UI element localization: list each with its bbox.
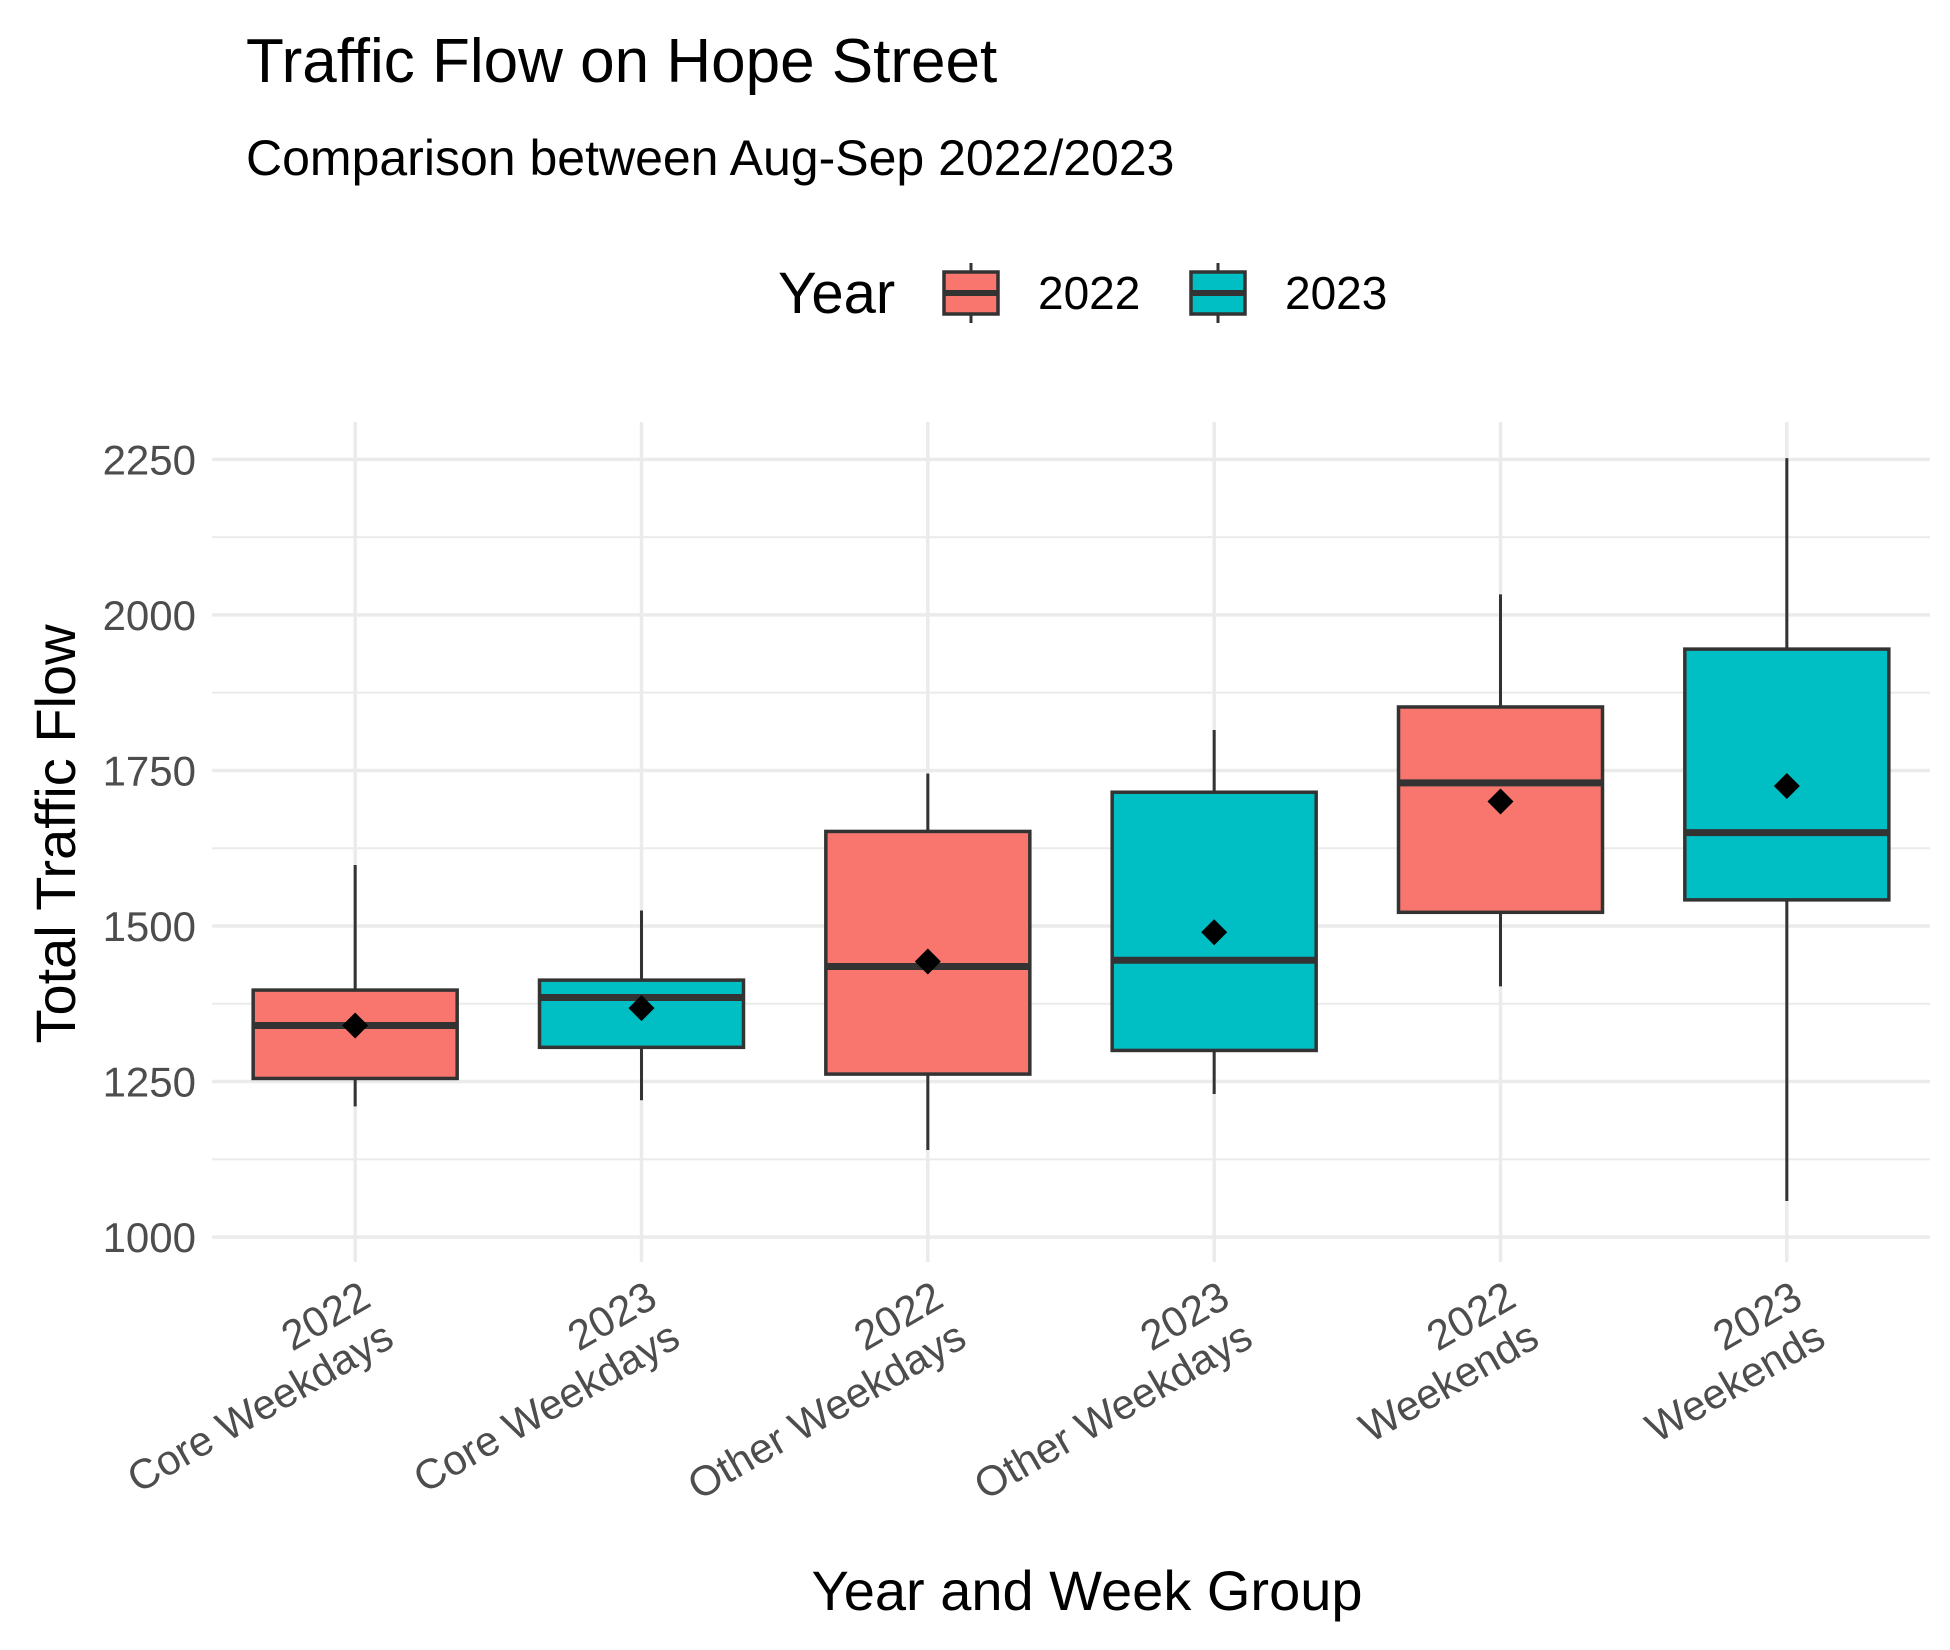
x-tick-label: 2023Weekends xyxy=(1615,1272,1833,1451)
legend-item-2022: 2022 xyxy=(942,263,1140,323)
legend-key xyxy=(942,263,1000,323)
x-axis-ticks: 2022Core Weekdays 2023Core Weekdays 2022Ot… xyxy=(96,1272,1833,1509)
y-tick-label: 1000 xyxy=(103,1214,196,1261)
box-5 xyxy=(1396,594,1605,987)
y-tick-label: 2000 xyxy=(103,592,196,639)
y-tick-label: 1500 xyxy=(103,903,196,950)
x-tick-label: 2023Other Weekdays xyxy=(943,1272,1260,1509)
x-tick-label: 2022Core Weekdays xyxy=(96,1272,401,1502)
y-tick-label: 1750 xyxy=(103,747,196,794)
mean-marker xyxy=(1487,788,1514,815)
chart-subtitle: Comparison between Aug-Sep 2022/2023 xyxy=(246,130,1174,186)
mean-marker xyxy=(628,995,655,1022)
box-6 xyxy=(1683,458,1891,1202)
legend-label: 2023 xyxy=(1285,267,1387,319)
chart-title: Traffic Flow on Hope Street xyxy=(246,27,997,96)
x-axis-title: Year and Week Group xyxy=(811,1559,1362,1622)
y-axis-ticks: 1000 1250 1500 1750 2000 2250 xyxy=(103,436,196,1261)
y-axis-title: Total Traffic Flow xyxy=(24,624,87,1044)
boxes xyxy=(251,458,1891,1202)
legend-item-2023: 2023 xyxy=(1189,263,1387,323)
mean-marker xyxy=(914,948,941,975)
y-tick-label: 1250 xyxy=(103,1059,196,1106)
x-tick-label: 2023Core Weekdays xyxy=(382,1272,687,1502)
x-tick-label: 2022Weekends xyxy=(1328,1272,1546,1451)
y-tick-label: 2250 xyxy=(103,436,196,483)
box-1 xyxy=(251,865,459,1107)
legend-title: Year xyxy=(778,261,895,326)
grid xyxy=(212,422,1930,1262)
mean-marker xyxy=(342,1012,369,1039)
box-4 xyxy=(1110,730,1318,1094)
legend-label: 2022 xyxy=(1038,267,1140,319)
box-3 xyxy=(824,773,1032,1150)
legend-key xyxy=(1189,263,1247,323)
mean-marker xyxy=(1201,919,1228,946)
x-tick-label: 2022Other Weekdays xyxy=(657,1272,974,1509)
box-2 xyxy=(537,910,746,1101)
legend: Year 2022 2023 xyxy=(778,261,1387,326)
mean-marker xyxy=(1773,773,1800,799)
